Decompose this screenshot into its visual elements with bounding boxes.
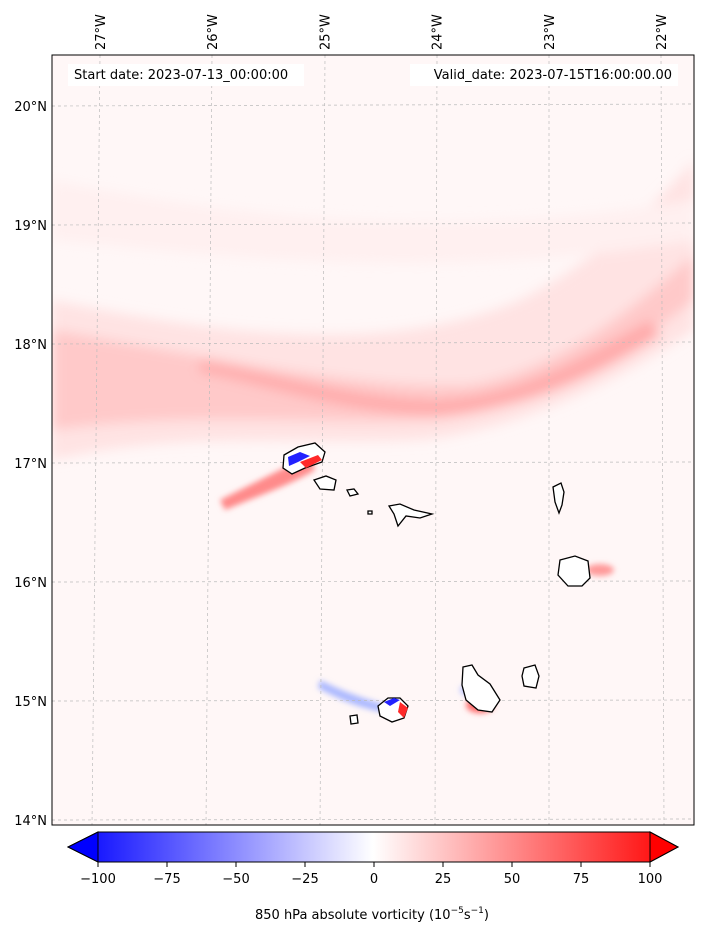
- lon-label-25w: 25°W: [318, 14, 333, 50]
- colorbar-max-extend: [649, 831, 680, 863]
- valid-date-label: Valid_date: 2023-07-15T16:00:00.00: [434, 68, 672, 83]
- colorbar-body: [66, 831, 680, 863]
- island-santa-luzia: [346, 488, 360, 497]
- island-sao-nicolau: [387, 503, 435, 528]
- vorticity-field: [52, 55, 694, 825]
- lat-label-14n: 14°N: [14, 814, 47, 829]
- longitude-labels: 27°W 26°W 25°W 24°W 23°W 22°W: [94, 14, 670, 50]
- start-date-box: [68, 64, 304, 86]
- colorbar: −100 −75 −50 −25 0 25 50 75 100 850 hPa absolute…: [66, 831, 680, 923]
- lat-label-15n: 15°N: [14, 695, 47, 710]
- map-frame: [51, 54, 695, 826]
- lat-label-17n: 17°N: [14, 457, 47, 472]
- lon-label-27w: 27°W: [94, 14, 109, 50]
- colorbar-tick-label: 0: [370, 872, 378, 887]
- colorbar-tick-label: −100: [80, 872, 116, 887]
- island-sao-vicente: [312, 475, 337, 491]
- island-santiago: [461, 664, 501, 713]
- lat-label-19n: 19°N: [14, 219, 47, 234]
- graticule: [52, 55, 694, 825]
- start-date-label: Start date: 2023-07-13_00:00:00: [74, 68, 288, 83]
- colorbar-min-extend: [66, 831, 99, 863]
- colorbar-tick-label: −50: [222, 872, 249, 887]
- lat-label-20n: 20°N: [14, 100, 47, 115]
- valid-date-box: [410, 64, 678, 86]
- colorbar-tick-label: −75: [153, 872, 180, 887]
- island-maio: [521, 664, 540, 689]
- lat-label-18n: 18°N: [14, 338, 47, 353]
- colorbar-label: 850 hPa absolute vorticity (10−5s−1): [255, 906, 489, 923]
- colorbar-tick-label: −25: [291, 872, 318, 887]
- colorbar-tick-label: 100: [638, 872, 663, 887]
- latitude-labels: 20°N 19°N 18°N 17°N 16°N 15°N 14°N: [14, 100, 47, 829]
- lat-label-16n: 16°N: [14, 576, 47, 591]
- islands: [282, 442, 591, 725]
- lon-label-22w: 22°W: [655, 14, 670, 50]
- colorbar-tick-label: 50: [504, 872, 521, 887]
- island-boa-vista: [557, 555, 591, 587]
- island-brava: [349, 714, 359, 725]
- positive-vorticity-band: [52, 160, 694, 460]
- colorbar-tick-label: 25: [435, 872, 452, 887]
- colorbar-ticks: −100 −75 −50 −25 0 25 50 75 100: [80, 862, 662, 887]
- island-raso: [367, 510, 373, 515]
- lon-label-24w: 24°W: [431, 14, 446, 50]
- lon-label-26w: 26°W: [206, 14, 221, 50]
- colorbar-tick-label: 75: [573, 872, 590, 887]
- lon-label-23w: 23°W: [543, 14, 558, 50]
- island-sal: [552, 482, 565, 515]
